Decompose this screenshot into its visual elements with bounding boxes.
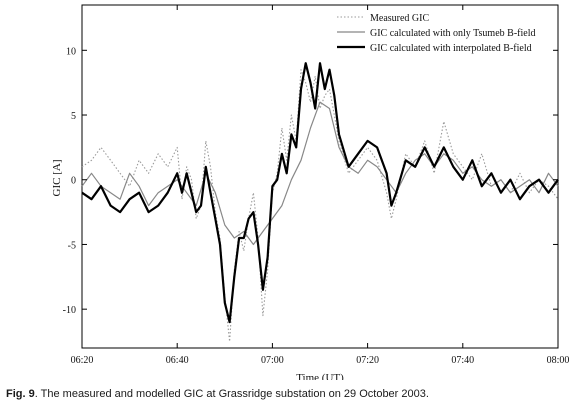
y-tick-label: 10	[66, 46, 76, 57]
x-tick-label: 06:20	[71, 355, 94, 366]
legend-label-1: Measured GIC	[370, 13, 429, 24]
series-line-3	[81, 62, 559, 324]
gic-chart: -10 -5 0 5 10 06:20 06:40 07:00 07:20 07:40 08:00…	[51, 4, 570, 380]
plot-frame	[81, 4, 559, 349]
y-tick-label: 5	[71, 111, 76, 122]
x-tick-label: 08:00	[547, 355, 570, 366]
x-tick-label: 07:40	[451, 355, 474, 366]
x-tick-label: 07:20	[356, 355, 379, 366]
y-tick-label: -5	[68, 240, 76, 251]
y-tick-label: -10	[63, 305, 76, 316]
x-tick-label: 06:40	[166, 355, 189, 366]
series-line-2	[81, 101, 559, 246]
y-tick-label: 0	[71, 176, 76, 187]
y-axis-label: GIC [A]	[51, 160, 63, 197]
caption-text: . The measured and modelled GIC at Grass…	[34, 388, 429, 400]
x-tick-label: 07:00	[261, 355, 284, 366]
legend-label-2: GIC calculated with only Tsumeb B-field	[370, 28, 535, 39]
figure-caption: Fig. 9. The measured and modelled GIC at…	[6, 388, 576, 400]
caption-label: Fig. 9	[6, 388, 35, 400]
x-axis-label: Time (UT)	[296, 372, 344, 380]
series-line-1	[81, 69, 559, 343]
legend: Measured GIC GIC calculated with only Tsu…	[337, 13, 535, 54]
legend-label-3: GIC calculated with interpolated B-field	[370, 43, 532, 54]
